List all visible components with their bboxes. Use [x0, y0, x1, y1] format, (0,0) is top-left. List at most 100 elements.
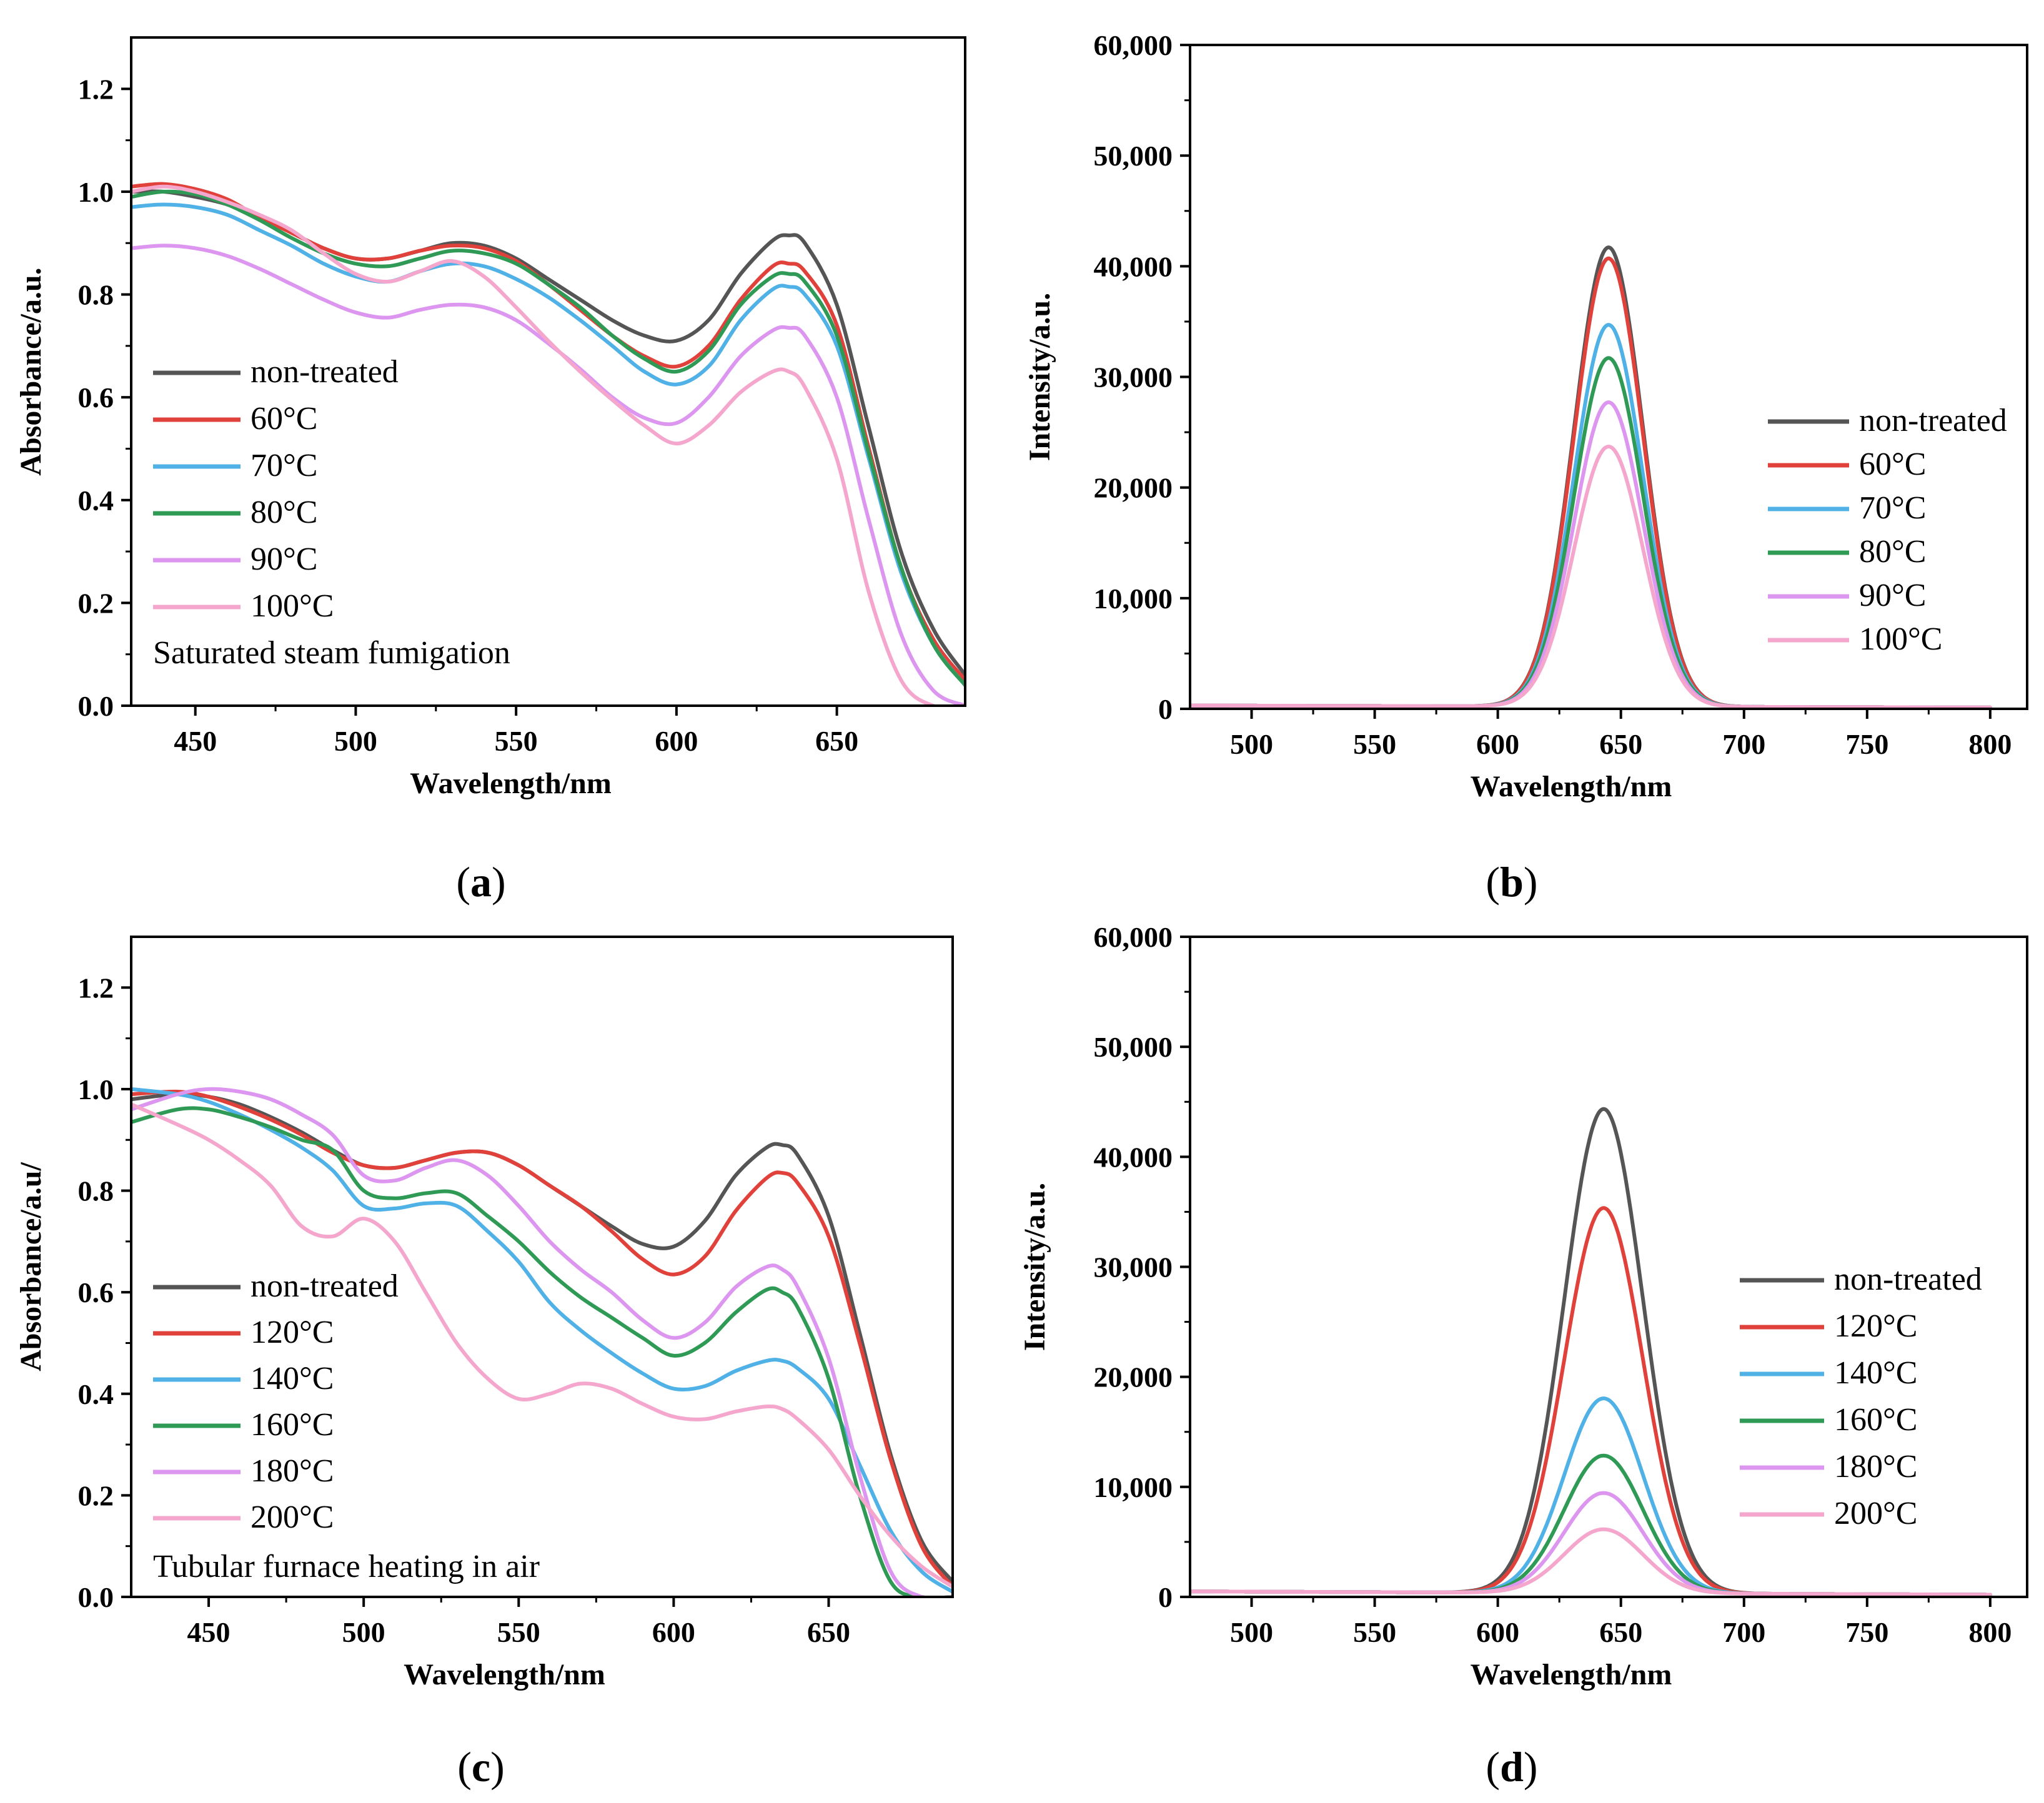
legend-label: 90°C — [251, 541, 317, 577]
y-axis-title: Intensity/a.u. — [1018, 1183, 1051, 1351]
y-tick-label: 20,000 — [1094, 472, 1173, 504]
legend: non-treated 120°C 140°C 160°C 180°C 200°C — [153, 1268, 399, 1535]
legend-label: 70°C — [1859, 490, 1926, 526]
x-tick-label: 700 — [1722, 728, 1765, 760]
chart-panel-d: 500 550 600 650 700 750 800 0 10,000 20,000 30,000… — [1018, 921, 2028, 1791]
y-tick-label: 30,000 — [1094, 362, 1173, 393]
x-tick-label: 650 — [1599, 728, 1642, 760]
chart-panel-a: 450 500 550 600 650 0.0 0.2 0.4 0.6 0.8 1.0 1.2 Wave… — [14, 36, 966, 906]
legend-label: non-treated — [1834, 1262, 1982, 1297]
x-tick-label: 550 — [1353, 728, 1396, 760]
legend-label: 200°C — [1834, 1496, 1917, 1531]
y-axis-title: Absorbance/a.u. — [14, 267, 47, 475]
x-tick-label: 500 — [1230, 728, 1273, 760]
x-tick-label: 550 — [495, 725, 538, 757]
legend-label: 180°C — [251, 1453, 334, 1489]
x-tick-label: 700 — [1722, 1616, 1765, 1648]
y-tick-label: 0.4 — [78, 485, 114, 516]
y-tick-label: 10,000 — [1094, 583, 1173, 615]
panel-label-c: (c) — [457, 1743, 505, 1791]
y-tick-label: 0.6 — [78, 382, 114, 413]
legend-label: 160°C — [251, 1407, 334, 1443]
x-tick-label: 600 — [652, 1616, 695, 1648]
legend-label: 70°C — [251, 448, 317, 483]
x-tick-label: 500 — [334, 725, 377, 757]
series-group — [1190, 245, 1992, 709]
legend-label: 60°C — [251, 401, 317, 437]
legend-label: 80°C — [1859, 534, 1926, 570]
y-tick-label: 0.0 — [78, 690, 114, 722]
x-axis-title: Wavelength/nm — [410, 767, 612, 800]
series-line-80c — [131, 189, 965, 688]
series-line-160c — [131, 1106, 953, 1597]
series-line-non-treated — [131, 1092, 953, 1584]
y-axis-title: Absorbance/a.u/ — [14, 1162, 47, 1371]
legend-label: 120°C — [1834, 1308, 1917, 1344]
x-tick-label: 550 — [1353, 1616, 1396, 1648]
condition-annotation: Saturated steam fumigation — [153, 635, 510, 671]
panel-label-b: (b) — [1486, 858, 1537, 906]
series-group — [131, 1087, 953, 1597]
x-axis-title: Wavelength/nm — [1471, 770, 1672, 803]
series-line-140c — [131, 1087, 953, 1594]
x-tick-label: 600 — [1476, 1616, 1519, 1648]
y-tick-label: 60,000 — [1094, 29, 1173, 61]
legend-label: 120°C — [251, 1315, 334, 1350]
y-tick-label: 0.8 — [78, 279, 114, 311]
y-tick-label: 1.2 — [78, 972, 114, 1004]
x-tick-label: 750 — [1845, 728, 1888, 760]
y-tick-label: 40,000 — [1094, 250, 1173, 282]
legend-label: 100°C — [251, 588, 334, 624]
y-tick-label: 0 — [1158, 1581, 1173, 1613]
legend: non-treated 60°C 70°C 80°C 90°C 100°C — [153, 354, 399, 624]
legend-label: 90°C — [1859, 578, 1926, 613]
plot-frame — [130, 36, 966, 707]
y-tick-label: 30,000 — [1094, 1252, 1173, 1283]
legend-label: 160°C — [1834, 1402, 1917, 1438]
x-axis-title: Wavelength/nm — [1471, 1658, 1672, 1691]
y-tick-label: 0.2 — [78, 587, 114, 619]
x-tick-label: 550 — [497, 1616, 540, 1648]
panel-label-d: (d) — [1486, 1743, 1537, 1791]
condition-annotation: Tubular furnace heating in air — [153, 1549, 540, 1584]
series-line-100c — [131, 184, 965, 706]
chart-panel-b: 500 550 600 650 700 750 800 0 10,000 20,000 30,000… — [1023, 29, 2028, 906]
x-tick-label: 500 — [342, 1616, 385, 1648]
y-tick-label: 0.0 — [78, 1581, 114, 1613]
y-tick-label: 1.0 — [78, 176, 114, 208]
legend-label: 60°C — [1859, 447, 1926, 482]
x-tick-label: 800 — [1968, 728, 2012, 760]
x-tick-label: 650 — [815, 725, 858, 757]
series-group — [1190, 1107, 1992, 1597]
series-line-180c — [131, 1087, 953, 1597]
chart-panel-c: 450 500 550 600 650 0.0 0.2 0.4 0.6 0.8 1.0 1.2 Wave… — [14, 936, 954, 1791]
y-tick-label: 1.2 — [78, 73, 114, 105]
legend-label: non-treated — [251, 1268, 399, 1304]
x-tick-label: 450 — [174, 725, 217, 757]
y-tick-label: 10,000 — [1094, 1471, 1173, 1503]
y-tick-label: 20,000 — [1094, 1361, 1173, 1393]
panel-label-a: (a) — [456, 858, 505, 906]
legend-label: non-treated — [1859, 403, 2007, 438]
y-tick-label: 0.6 — [78, 1277, 114, 1308]
x-tick-label: 650 — [1599, 1616, 1642, 1648]
y-tick-label: 0 — [1158, 693, 1173, 725]
y-tick-label: 0.2 — [78, 1479, 114, 1511]
plot-frame — [130, 936, 954, 1598]
y-tick-label: 0.4 — [78, 1378, 114, 1410]
y-tick-label: 40,000 — [1094, 1141, 1173, 1173]
series-line-200c — [131, 1102, 953, 1589]
legend-label: 180°C — [1834, 1449, 1917, 1484]
x-tick-label: 600 — [1476, 728, 1519, 760]
series-line-100c — [1190, 445, 1992, 709]
x-tick-label: 650 — [807, 1616, 850, 1648]
legend-label: 140°C — [1834, 1355, 1917, 1391]
x-axis-title: Wavelength/nm — [404, 1658, 605, 1691]
series-group — [131, 182, 965, 706]
x-tick-label: 600 — [655, 725, 698, 757]
y-tick-label: 50,000 — [1094, 140, 1173, 172]
legend-label: 100°C — [1859, 621, 1942, 657]
legend: non-treated 120°C 140°C 160°C 180°C 200°C — [1740, 1262, 1982, 1531]
series-line-120c — [131, 1089, 953, 1589]
